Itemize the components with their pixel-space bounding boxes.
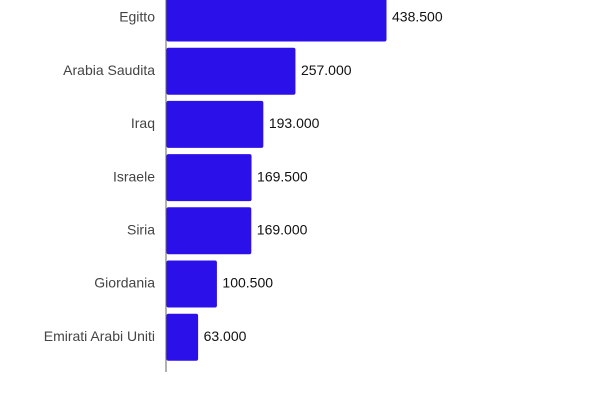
bar (166, 207, 252, 255)
category-label: Giordania (94, 275, 155, 291)
bar (166, 313, 199, 361)
value-label: 438.500 (392, 9, 443, 25)
bar (166, 260, 217, 308)
category-label: Israele (113, 168, 155, 184)
value-label: 257.000 (301, 62, 352, 78)
category-label: Siria (127, 222, 155, 238)
category-label: Iraq (131, 115, 155, 131)
value-label: 193.000 (269, 115, 320, 131)
value-label: 169.000 (257, 222, 308, 238)
bar (166, 0, 387, 42)
category-label: Arabia Saudita (63, 62, 155, 78)
bar (166, 154, 252, 202)
category-label: Egitto (119, 9, 155, 25)
bar (166, 100, 264, 148)
value-label: 100.500 (222, 275, 273, 291)
category-label: Emirati Arabi Uniti (44, 328, 155, 344)
value-label: 169.500 (257, 168, 308, 184)
bar (166, 47, 296, 95)
value-label: 63.000 (204, 328, 247, 344)
